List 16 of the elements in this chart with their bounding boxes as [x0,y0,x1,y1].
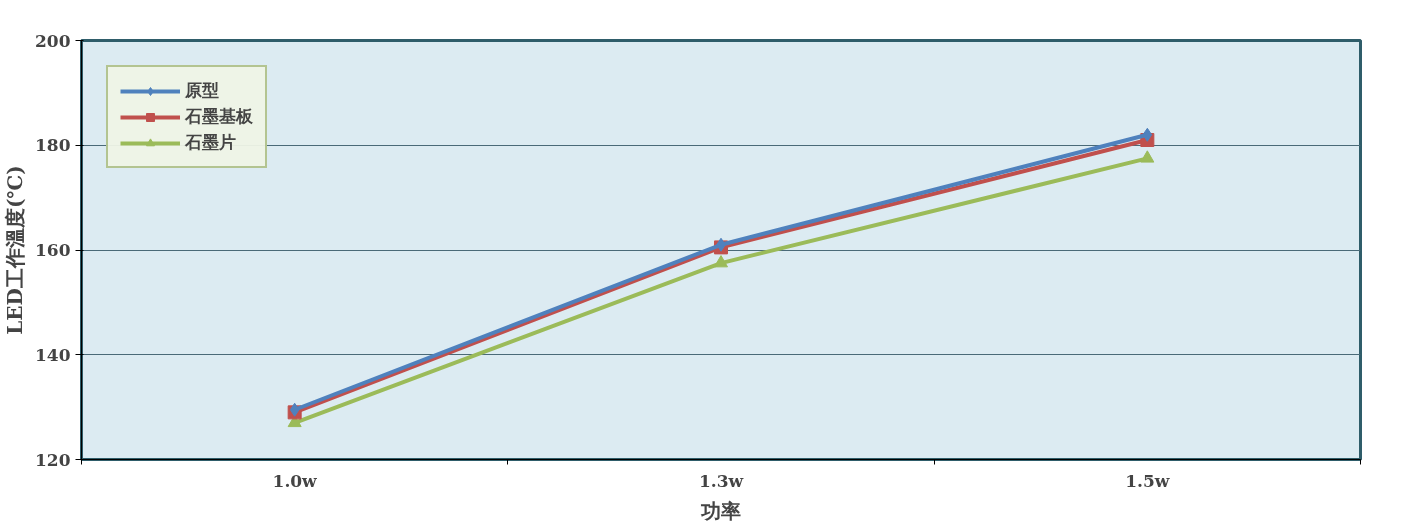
x-tick-label: 1.3w [698,470,744,491]
legend-label: 石墨基板 [185,105,253,128]
x-tick-label: 1.5w [1125,470,1170,491]
point [714,255,728,268]
y-tick-label: 140 [35,344,71,365]
y-tick-label: 180 [35,135,71,156]
y-tick-label: 200 [35,30,71,51]
x-axis-title: 功率 [700,498,741,523]
legend-label: 石墨片 [185,131,236,154]
legend-label: 原型 [185,79,219,102]
point [1140,150,1155,163]
x-tick-label: 1.0w [272,470,318,491]
point [1142,127,1153,142]
y-axis-title: LED工作溫度(℃) [3,165,28,335]
y-tick-label: 160 [35,240,71,260]
y-tick-label: 120 [35,449,71,470]
